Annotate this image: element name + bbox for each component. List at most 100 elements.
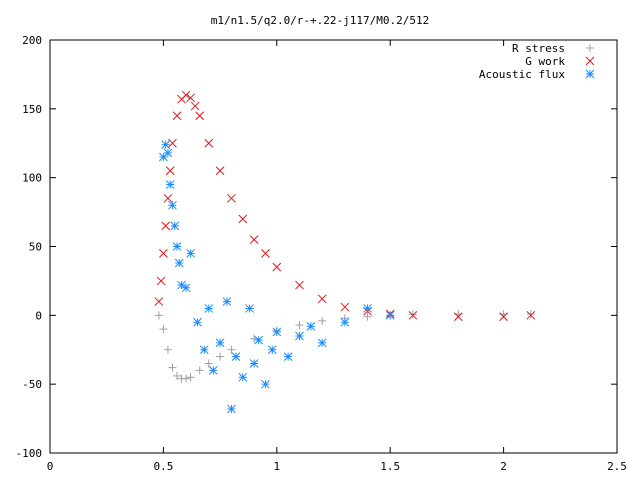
r-stress-point bbox=[186, 373, 195, 382]
x-tick-label: 0 bbox=[47, 460, 54, 473]
x-tick-label: 1 bbox=[273, 460, 280, 473]
g-work-point bbox=[204, 138, 214, 148]
x-tick-label: 2 bbox=[500, 460, 507, 473]
acoustic-flux-point bbox=[215, 338, 225, 348]
acoustic-flux-point bbox=[159, 152, 168, 162]
r-stress-point bbox=[318, 316, 327, 325]
r-stress-point bbox=[227, 345, 236, 354]
g-work-point bbox=[159, 249, 168, 258]
g-work-point bbox=[165, 166, 175, 176]
legend-label: R stress bbox=[512, 42, 565, 55]
g-work-point bbox=[161, 221, 171, 231]
g-work-point bbox=[163, 193, 173, 203]
series-1 bbox=[154, 90, 536, 322]
g-work-point bbox=[186, 93, 195, 103]
y-tick-label: 200 bbox=[22, 34, 42, 47]
acoustic-flux-point bbox=[222, 297, 232, 306]
acoustic-flux-point bbox=[181, 283, 191, 293]
r-stress-point bbox=[195, 366, 204, 375]
g-work-point bbox=[453, 312, 463, 322]
g-work-point bbox=[295, 280, 304, 290]
g-work-point bbox=[190, 101, 200, 111]
g-work-point bbox=[154, 297, 164, 306]
acoustic-flux-point bbox=[261, 379, 270, 389]
series-2 bbox=[159, 140, 395, 414]
g-work-point bbox=[168, 138, 177, 148]
acoustic-flux-point bbox=[306, 321, 316, 331]
acoustic-flux-point bbox=[283, 352, 293, 361]
acoustic-flux-point bbox=[245, 304, 254, 313]
acoustic-flux-point bbox=[231, 352, 241, 361]
x-tick-label: 0.5 bbox=[153, 460, 173, 473]
y-tick-label: 100 bbox=[22, 172, 42, 185]
g-work-point bbox=[317, 294, 327, 304]
g-work-point bbox=[408, 310, 418, 320]
acoustic-flux-point bbox=[267, 345, 277, 355]
y-tick-label: 0 bbox=[35, 309, 42, 322]
acoustic-flux-point bbox=[317, 338, 327, 348]
acoustic-flux-point bbox=[170, 221, 180, 231]
g-work-point bbox=[156, 276, 166, 286]
chart-title: m1/n1.5/q2.0/r-+.22-j117/M0.2/512 bbox=[211, 14, 430, 27]
acoustic-flux-point bbox=[340, 317, 350, 327]
acoustic-flux-point bbox=[227, 404, 236, 414]
r-stress-point bbox=[154, 311, 163, 320]
acoustic-flux-point bbox=[199, 345, 209, 355]
g-work-point bbox=[261, 249, 270, 258]
acoustic-flux-point bbox=[161, 140, 171, 149]
r-stress-point bbox=[204, 359, 213, 368]
acoustic-flux-point bbox=[204, 304, 214, 313]
plot-frame bbox=[49, 39, 618, 454]
acoustic-flux-point bbox=[186, 249, 195, 258]
y-tick-label: 50 bbox=[29, 241, 42, 254]
x-tick-label: 2.5 bbox=[607, 460, 627, 473]
g-work-point bbox=[227, 193, 236, 203]
y-tick-label: 150 bbox=[22, 103, 42, 116]
g-work-point bbox=[249, 235, 259, 244]
legend-marker bbox=[586, 44, 594, 52]
g-work-point bbox=[172, 111, 182, 121]
acoustic-flux-point bbox=[193, 317, 202, 327]
plot-axes: 0 0.5 1 1.5 2 2.5 -100 -50 0 50 100 150 200 bbox=[16, 34, 627, 473]
acoustic-flux-point bbox=[174, 258, 184, 268]
acoustic-flux-point bbox=[272, 327, 282, 337]
g-work-point bbox=[215, 166, 225, 176]
plot-marks bbox=[154, 90, 536, 414]
g-work-point bbox=[272, 262, 282, 272]
r-stress-point bbox=[168, 363, 177, 372]
r-stress-point bbox=[526, 309, 535, 318]
acoustic-flux-point bbox=[249, 359, 259, 368]
acoustic-flux-point bbox=[254, 335, 264, 345]
acoustic-flux-point bbox=[208, 366, 218, 375]
r-stress-point bbox=[216, 352, 225, 361]
acoustic-flux-point bbox=[177, 280, 186, 290]
acoustic-flux-point bbox=[385, 310, 395, 320]
g-work-point bbox=[238, 214, 248, 224]
x-tick-label: 1.5 bbox=[380, 460, 400, 473]
g-work-point bbox=[195, 111, 205, 121]
acoustic-flux-point bbox=[295, 331, 304, 341]
acoustic-flux-point bbox=[163, 148, 173, 158]
acoustic-flux-point bbox=[238, 372, 248, 382]
g-work-point bbox=[181, 90, 191, 100]
acoustic-flux-point bbox=[172, 242, 182, 251]
y-tick-label: -100 bbox=[16, 447, 43, 460]
r-stress-point bbox=[173, 371, 182, 380]
g-work-point bbox=[499, 312, 508, 322]
legend-marker bbox=[585, 56, 595, 66]
legend-label: Acoustic flux bbox=[479, 68, 565, 81]
acoustic-flux-point bbox=[165, 180, 175, 189]
r-stress-point bbox=[182, 374, 191, 383]
g-work-point bbox=[340, 302, 350, 312]
acoustic-flux-point bbox=[363, 304, 372, 313]
r-stress-point bbox=[159, 325, 168, 334]
y-tick-label: -50 bbox=[22, 378, 42, 391]
r-stress-point bbox=[295, 320, 304, 329]
acoustic-flux-point bbox=[168, 200, 177, 210]
series-0 bbox=[154, 309, 535, 383]
r-stress-point bbox=[363, 312, 372, 321]
legend-label: G work bbox=[525, 55, 565, 68]
r-stress-point bbox=[163, 345, 172, 354]
